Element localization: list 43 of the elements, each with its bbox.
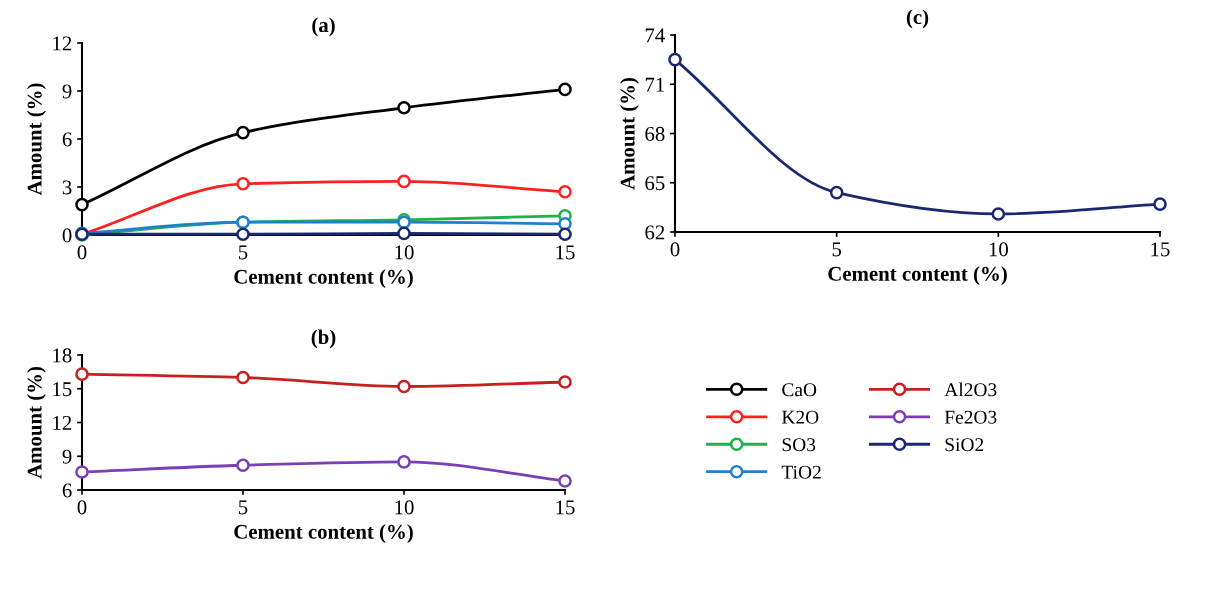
y-tick-label: 15 [53,382,72,397]
y-tick-label: 12 [53,36,72,51]
x-axis-title: Cement content (%) [234,524,413,544]
y-tick-label: 18 [53,348,72,363]
y-axis-title: Amount (%) [620,77,639,190]
y-tick-label: 65 [645,176,665,191]
x-tick-label: 5 [239,500,248,515]
x-tick-label: 15 [556,245,575,260]
y-tick-label: 9 [62,449,72,464]
legend-label: TiO2 [781,465,821,479]
y-axis-title: Amount (%) [27,83,46,196]
x-tick-label: 15 [1151,242,1170,257]
y-tick-label: 0 [62,228,72,243]
y-tick-label: 3 [62,180,72,195]
x-tick-label: 0 [77,245,87,260]
x-tick-label: 5 [239,245,248,260]
y-tick-label: 74 [645,28,665,43]
chart-title: (b) [311,329,336,349]
legend-label: CaO [782,383,817,397]
x-tick-label: 0 [670,242,680,257]
legend-label: SiO2 [945,438,984,452]
chart-title: (a) [312,17,335,37]
y-tick-label: 71 [645,77,665,92]
x-tick-label: 10 [395,245,414,260]
x-axis-title: Cement content (%) [234,269,413,289]
legend-label: Fe2O3 [944,410,997,424]
legend-label: K2O [781,410,819,424]
chart-title: (c) [906,9,929,29]
x-tick-label: 5 [832,242,842,257]
legend-label: Al2O3 [944,382,997,397]
x-tick-label: 10 [989,242,1008,257]
y-axis-title: Amount (%) [27,366,46,479]
x-tick-label: 10 [395,500,414,515]
y-tick-label: 9 [62,84,72,99]
legend-label: SO3 [782,438,816,452]
y-tick-label: 12 [53,415,72,430]
y-tick-label: 68 [645,126,665,141]
x-axis-title: Cement content (%) [828,266,1007,286]
x-tick-label: 0 [77,500,87,515]
y-tick-label: 6 [62,132,72,147]
y-tick-label: 6 [62,483,72,498]
x-tick-label: 15 [556,500,575,515]
y-tick-label: 62 [645,225,665,240]
